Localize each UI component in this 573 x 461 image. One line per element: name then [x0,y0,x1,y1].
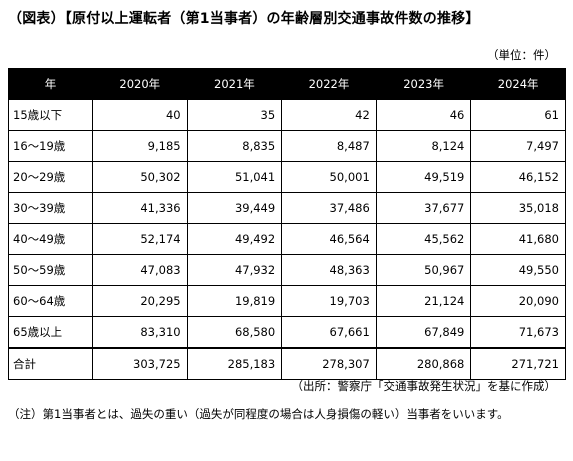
cell-value: 49,519 [375,161,472,193]
cell-value: 19,703 [281,285,377,317]
cell-value: 47,932 [186,254,283,286]
cell-value: 47,083 [92,254,188,286]
cell-value: 9,185 [92,130,188,162]
cell-value: 67,661 [281,316,377,349]
cell-value: 40 [92,99,188,131]
footnote: （注）第1当事者とは、過失の重い（過失が同程度の場合は人身損傷の軽い）当事者をい… [8,407,509,421]
cell-value: 71,673 [470,316,566,349]
table-row: 30～39歳 41,336 39,449 37,486 37,677 35,01… [8,192,566,224]
cell-value: 41,680 [470,223,566,255]
cell-value: 50,302 [92,161,188,193]
cell-value: 46,564 [281,223,377,255]
cell-value: 35 [186,99,283,131]
cell-value: 46,152 [470,161,566,193]
cell-value: 49,492 [186,223,283,255]
table-row: 15歳以下 40 35 42 46 61 [8,99,566,131]
cell-value: 20,295 [92,285,188,317]
cell-value: 41,336 [92,192,188,224]
header-2021: 2021年 [186,68,283,100]
table-row: 40～49歳 52,174 49,492 46,564 45,562 41,68… [8,223,566,255]
cell-value: 20,090 [470,285,566,317]
cell-value: 42 [281,99,377,131]
cell-value: 51,041 [186,161,283,193]
cell-value: 50,001 [281,161,377,193]
cell-value: 46 [375,99,472,131]
table-row: 20～29歳 50,302 51,041 50,001 49,519 46,15… [8,161,566,193]
cell-value: 37,677 [375,192,472,224]
cell-value: 37,486 [281,192,377,224]
page-title: （図表）【原付以上運転者（第1当事者）の年齢層別交通事故件数の推移】 [8,11,480,27]
cell-value: 61 [470,99,566,131]
cell-value: 8,124 [375,130,472,162]
cell-value: 7,497 [470,130,566,162]
header-2024: 2024年 [470,68,566,100]
header-2022: 2022年 [281,68,377,100]
cell-value: 35,018 [470,192,566,224]
cell-value: 8,835 [186,130,283,162]
header-year: 年 [8,68,93,100]
header-2020: 2020年 [92,68,188,100]
row-label: 30～39歳 [8,192,93,224]
total-value: 278,307 [281,347,377,380]
table-row: 50～59歳 47,083 47,932 48,363 50,967 49,55… [8,254,566,286]
row-label: 60～64歳 [8,285,93,317]
cell-value: 45,562 [375,223,472,255]
cell-value: 8,487 [281,130,377,162]
row-label: 65歳以上 [8,316,93,349]
row-label: 20～29歳 [8,161,93,193]
total-value: 271,721 [470,347,566,380]
cell-value: 50,967 [375,254,472,286]
total-value: 303,725 [92,347,188,380]
accident-table: 年 2020年 2021年 2022年 2023年 2024年 15歳以下 40… [8,68,566,380]
total-value: 280,868 [375,347,472,380]
cell-value: 39,449 [186,192,283,224]
cell-value: 21,124 [375,285,472,317]
cell-value: 48,363 [281,254,377,286]
row-label: 16～19歳 [8,130,93,162]
cell-value: 83,310 [92,316,188,349]
table-row: 65歳以上 83,310 68,580 67,661 67,849 71,673 [8,316,566,349]
header-2023: 2023年 [375,68,472,100]
source-note: （出所：警察庁「交通事故発生状況」を基に作成） [291,379,557,393]
cell-value: 52,174 [92,223,188,255]
table-header-row: 年 2020年 2021年 2022年 2023年 2024年 [8,68,566,100]
total-value: 285,183 [186,347,283,380]
table-row: 16～19歳 9,185 8,835 8,487 8,124 7,497 [8,130,566,162]
cell-value: 49,550 [470,254,566,286]
row-label: 50～59歳 [8,254,93,286]
cell-value: 19,819 [186,285,283,317]
cell-value: 68,580 [186,316,283,349]
row-label: 40～49歳 [8,223,93,255]
table-total-row: 合計 303,725 285,183 278,307 280,868 271,7… [8,347,566,380]
cell-value: 67,849 [375,316,472,349]
total-label: 合計 [8,347,93,380]
row-label: 15歳以下 [8,99,93,131]
table-row: 60～64歳 20,295 19,819 19,703 21,124 20,09… [8,285,566,317]
unit-label: （単位：件） [487,48,556,62]
